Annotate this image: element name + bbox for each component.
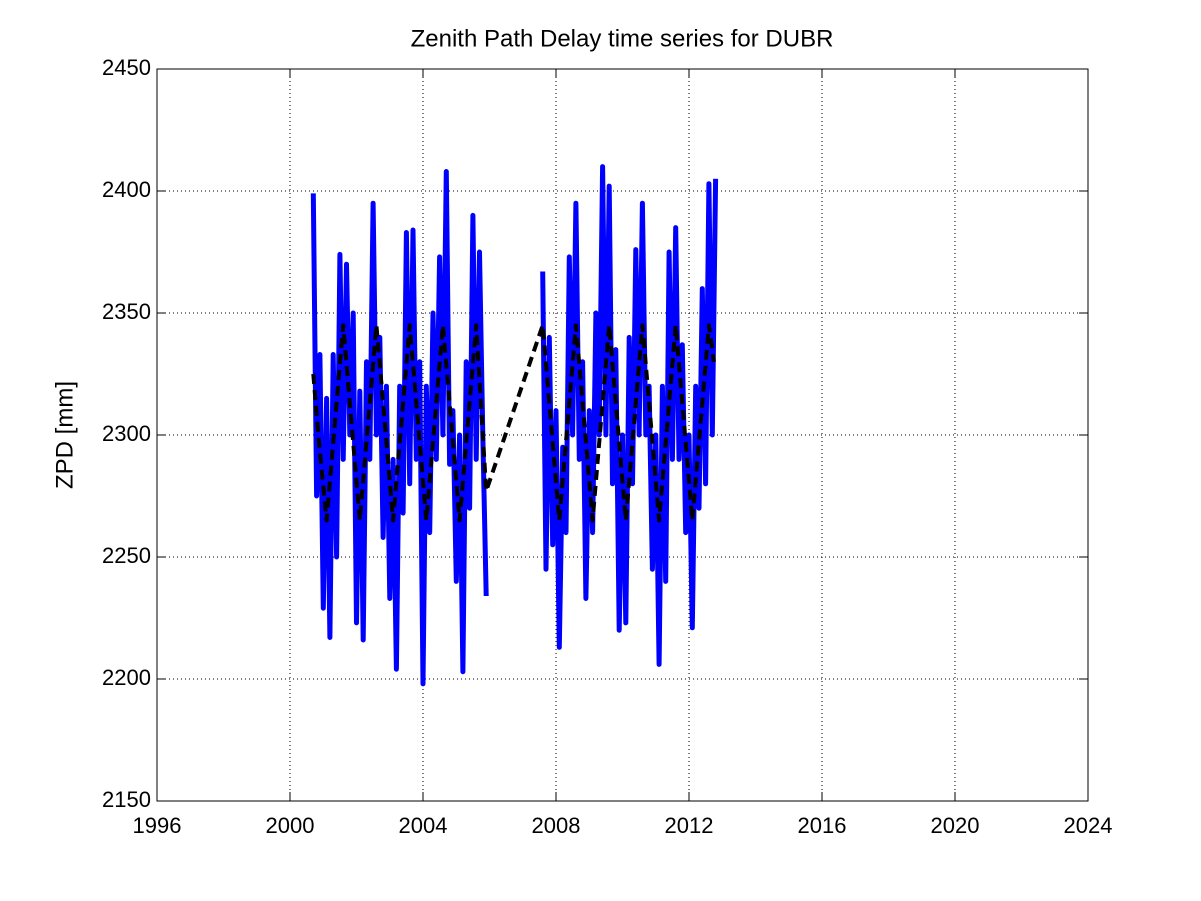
x-tick-label: 2000: [266, 813, 315, 838]
x-tick-label: 1996: [133, 813, 182, 838]
y-tick-label: 2250: [102, 543, 151, 568]
y-axis-label: ZPD [mm]: [51, 381, 78, 489]
y-tick-label: 2400: [102, 177, 151, 202]
chart-title: Zenith Path Delay time series for DUBR: [411, 25, 834, 52]
x-tick-label: 2020: [931, 813, 980, 838]
data-line: [311, 323, 716, 523]
x-tick-label: 2008: [532, 813, 581, 838]
y-tick-label: 2450: [102, 55, 151, 80]
x-tick-label: 2024: [1064, 813, 1113, 838]
x-tick-label: 2012: [665, 813, 714, 838]
x-tick-label: 2016: [798, 813, 847, 838]
axes-box: [156, 68, 1089, 802]
x-tick-label: 2004: [399, 813, 448, 838]
y-tick-label: 2350: [102, 299, 151, 324]
y-tick-label: 2300: [102, 421, 151, 446]
y-tick-label: 2150: [102, 787, 151, 812]
y-tick-label: 2200: [102, 665, 151, 690]
